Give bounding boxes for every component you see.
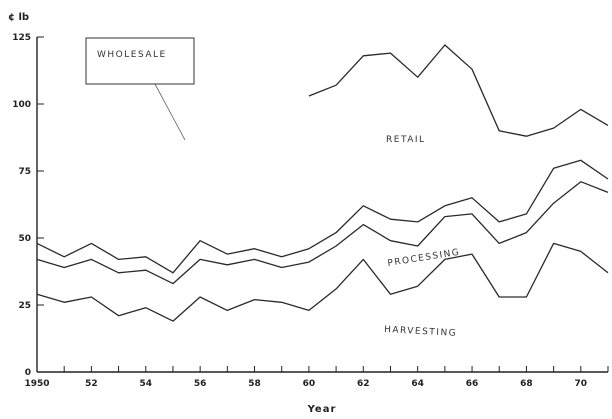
x-tick-label: 60 [303, 379, 316, 389]
y-tick-label: 75 [18, 167, 31, 177]
y-tick-label: 100 [12, 100, 31, 110]
x-tick-label: 62 [357, 379, 370, 389]
harvesting-label: HARVESTING [384, 325, 458, 339]
y-tick-label: 0 [25, 368, 31, 378]
y-axis-unit-label: ¢ lb [8, 12, 29, 23]
x-tick-label: 70 [575, 379, 588, 389]
series-line-processing [36, 181, 609, 285]
x-tick-label: 68 [520, 379, 533, 389]
x-axis-ticks: 1950 52 54 56 58 60 62 64 66 68 70 [24, 366, 609, 389]
series-lines [36, 44, 609, 322]
series-line-harvesting [36, 242, 609, 322]
y-axis-ticks: 0 25 50 75 100 125 [12, 33, 44, 378]
retail-label: RETAIL [386, 135, 426, 145]
x-tick-label: 56 [194, 379, 207, 389]
wholesale-leader-line [154, 83, 186, 141]
x-tick-label: 54 [139, 379, 152, 389]
wholesale-callout-box [85, 37, 195, 85]
x-tick-label: 58 [248, 379, 261, 389]
x-tick-label: 52 [85, 379, 98, 389]
series-line-wholesale [36, 159, 609, 274]
y-tick-label: 125 [12, 33, 31, 43]
x-tick-label: 1950 [24, 379, 49, 389]
x-axis-title: Year [307, 404, 337, 415]
y-tick-label: 50 [18, 234, 31, 244]
processing-label: PROCESSING [387, 248, 461, 269]
series-line-retail [308, 44, 609, 137]
y-tick-label: 25 [18, 301, 31, 311]
x-tick-label: 66 [466, 379, 479, 389]
x-tick-label: 64 [411, 379, 424, 389]
wholesale-label: WHOLESALE [97, 50, 167, 60]
